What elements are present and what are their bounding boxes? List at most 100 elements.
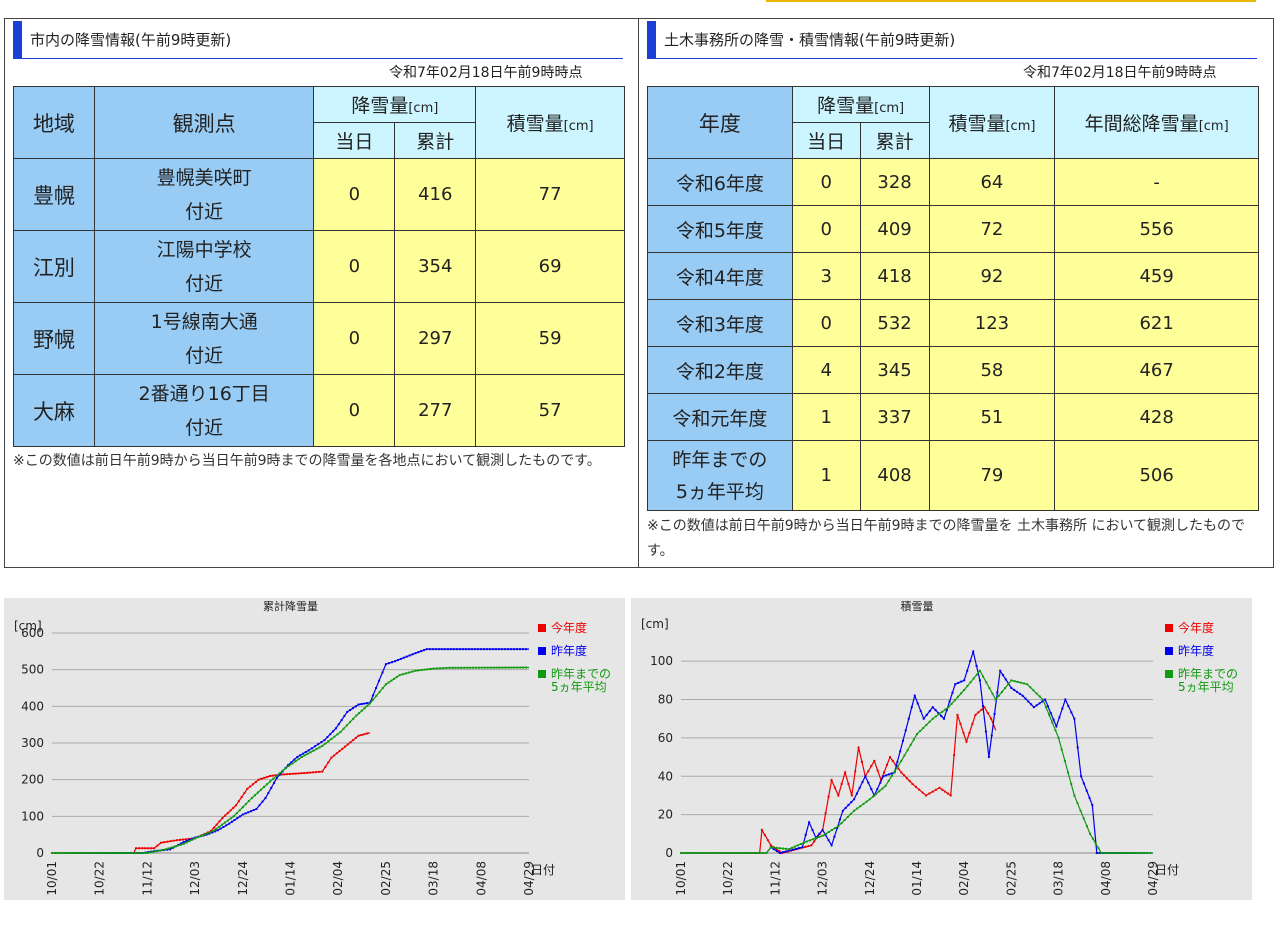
series-point [267,791,270,794]
year-label: 令和5年度 [647,205,793,253]
series-point [804,845,807,848]
series-point [804,833,807,836]
series-point [247,811,250,814]
series-point [212,826,215,829]
series-point [375,694,378,697]
series-point [944,708,947,711]
series-point [782,851,785,854]
series-point [731,852,734,854]
station-name: 1号線南大通 付近 [93,302,315,375]
total-value: 409 [859,205,930,253]
series-point [928,720,931,723]
series-point [850,801,853,804]
series-point [938,713,941,716]
series-point [349,721,352,724]
series-point [169,848,172,851]
office-snowfall-panel: 土木事務所の降雪・積雪情報(午前9時更新) 令和7年02月18日午前9時時点 年… [638,18,1274,568]
series-point [971,722,974,725]
series-point [522,666,525,669]
series-point [249,810,252,813]
series-point [991,692,994,695]
series-point [357,703,360,706]
series-point [1148,852,1151,854]
series-point [485,648,488,651]
legend-label: 昨年度 [1178,643,1214,658]
series-point [801,846,804,849]
series-point [266,775,269,778]
series-point [859,805,862,808]
series-point [947,706,950,709]
series-point [255,808,258,810]
series-point [460,666,463,669]
series-point [710,852,713,854]
series-point [938,786,941,789]
series-point [89,852,92,854]
series-point [224,814,227,817]
series-point [257,778,260,781]
series-point [802,841,805,844]
header-snowfall: 降雪量[cm] [791,86,930,123]
series-point [984,730,987,733]
series-point [956,695,959,698]
series-point [259,788,262,791]
series-point [299,754,302,757]
series-point [211,831,214,834]
series-point [1022,682,1025,685]
series-point [512,648,515,651]
series-point [188,838,191,841]
total-value: 354 [394,230,477,303]
series-point [269,780,272,783]
series-point [1004,678,1007,681]
y-tick-label: 20 [658,808,673,822]
series-point [1038,695,1041,698]
series-point [1067,704,1070,707]
series-point [904,729,907,732]
series-point [340,719,343,722]
series-point [701,852,704,854]
series-point [329,733,332,736]
series-point [390,679,393,682]
series-point [1018,692,1021,695]
series-point [1048,713,1051,716]
series-point [919,710,922,713]
series-point [977,711,980,714]
series-point [906,749,909,752]
depth-value: 92 [928,252,1056,300]
today-value: 1 [791,393,861,441]
series-point [492,666,495,669]
series-point [472,666,475,669]
series-point [232,806,235,809]
series-point [824,812,827,815]
series-point [372,694,375,697]
series-point [887,779,890,782]
series-point [343,714,346,717]
series-point [384,683,387,686]
series-point [445,666,448,669]
x-tick-label: 02/25 [1004,861,1018,896]
series-point [513,666,516,669]
series-point [414,669,417,672]
series-point [315,748,318,751]
series-point [778,850,781,853]
table-row: 昨年までの 5ヵ年平均 1 408 79 506 [647,440,1259,511]
series-point [1073,717,1076,720]
series-point [506,648,509,651]
series-point [352,739,355,742]
series-point [1013,680,1016,683]
series-point [464,648,467,651]
y-tick-label: 60 [658,731,673,745]
x-tick-label: 04/29 [1146,861,1160,896]
year-label: 令和6年度 [647,158,793,206]
series-point [83,852,86,854]
series-point [408,654,411,657]
series-point [398,674,401,677]
series-point [420,669,423,672]
series-point [912,738,915,741]
series-point [1076,746,1079,749]
series-point [438,667,441,670]
table-row: 江別 江陽中学校 付近 0 354 69 [13,230,625,303]
legend-label: 昨年度 [551,643,587,658]
series-point [225,824,228,827]
series-point [152,850,155,853]
series-point [1079,809,1082,812]
